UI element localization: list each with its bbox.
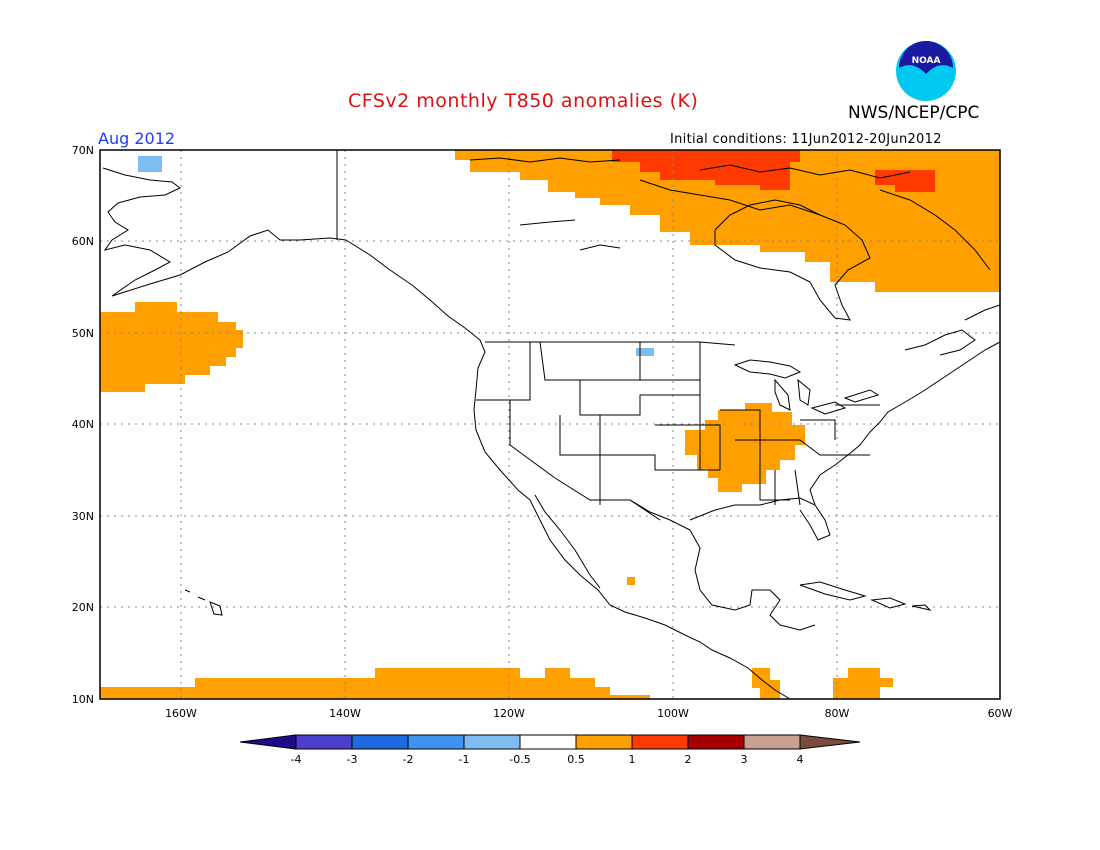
colorbar-label: -0.5 — [509, 753, 530, 766]
lon-label-120w: 120W — [493, 707, 525, 720]
colorbar-seg-3 — [407, 734, 465, 750]
pacific-warm-anomaly — [100, 302, 243, 392]
colorbar-seg-6 — [575, 734, 633, 750]
lon-label-80w: 80W — [825, 707, 850, 720]
colorbar-label: -3 — [347, 753, 358, 766]
colorbar-seg-7 — [631, 734, 689, 750]
colorbar-seg-5 — [519, 734, 577, 750]
colorbar-seg-2 — [351, 734, 409, 750]
latitude-labels: 70N 60N 50N 40N 30N 20N 10N — [72, 144, 94, 706]
colorbar-label: 4 — [797, 753, 804, 766]
colorbar-seg-10 — [799, 734, 861, 750]
mexico-warm-anomaly — [627, 577, 635, 585]
colorbar-labels: -4 -3 -2 -1 -0.5 0.5 1 2 3 4 — [291, 753, 804, 766]
colorbar-label: 2 — [685, 753, 692, 766]
alaska-cool-anomaly — [138, 156, 162, 172]
dakota-cool-anomaly — [636, 348, 654, 356]
map-frame — [99, 149, 1001, 700]
coastlines — [102, 150, 1000, 699]
anomaly-shading — [100, 150, 1000, 699]
agency-label: NWS/NCEP/CPC — [848, 103, 980, 123]
map-title: CFSv2 monthly T850 anomalies (K) — [348, 90, 699, 112]
lat-label-30n: 30N — [72, 510, 94, 523]
lon-label-100w: 100W — [657, 707, 689, 720]
colorbar — [239, 734, 861, 750]
colorbar-label: 0.5 — [567, 753, 585, 766]
lat-label-40n: 40N — [72, 418, 94, 431]
lat-label-60n: 60N — [72, 235, 94, 248]
colorbar-seg-1 — [295, 734, 353, 750]
tropical-warm-anomaly — [100, 668, 650, 699]
noaa-logo-text: NOAA — [912, 56, 941, 66]
lon-label-140w: 140W — [329, 707, 361, 720]
colorbar-label: 3 — [741, 753, 748, 766]
longitude-labels: 160W 140W 120W 100W 80W 60W — [165, 707, 1012, 720]
lat-label-20n: 20N — [72, 601, 94, 614]
caribbean-warm-anomaly — [833, 668, 893, 699]
lat-label-50n: 50N — [72, 327, 94, 340]
colorbar-label: -1 — [459, 753, 470, 766]
forecast-period: Aug 2012 — [98, 129, 176, 148]
colorbar-label: 1 — [629, 753, 636, 766]
lon-label-60w: 60W — [988, 707, 1013, 720]
lat-label-70n: 70N — [72, 144, 94, 157]
colorbar-seg-0 — [239, 734, 297, 750]
colorbar-label: -4 — [291, 753, 302, 766]
colorbar-seg-8 — [687, 734, 745, 750]
arctic-strong-anomaly — [612, 150, 800, 190]
colorbar-label: -2 — [403, 753, 414, 766]
political-boundaries — [476, 341, 880, 521]
colorbar-seg-4 — [463, 734, 521, 750]
graticule — [100, 150, 1000, 699]
lat-label-10n: 10N — [72, 693, 94, 706]
midwest-warm-anomaly — [685, 403, 805, 492]
noaa-logo-icon: NOAA — [896, 41, 956, 101]
arctic-warm-anomaly — [455, 150, 1000, 292]
colorbar-seg-9 — [743, 734, 801, 750]
initial-conditions: Initial conditions: 11Jun2012-20Jun2012 — [670, 132, 942, 147]
lon-label-160w: 160W — [165, 707, 197, 720]
